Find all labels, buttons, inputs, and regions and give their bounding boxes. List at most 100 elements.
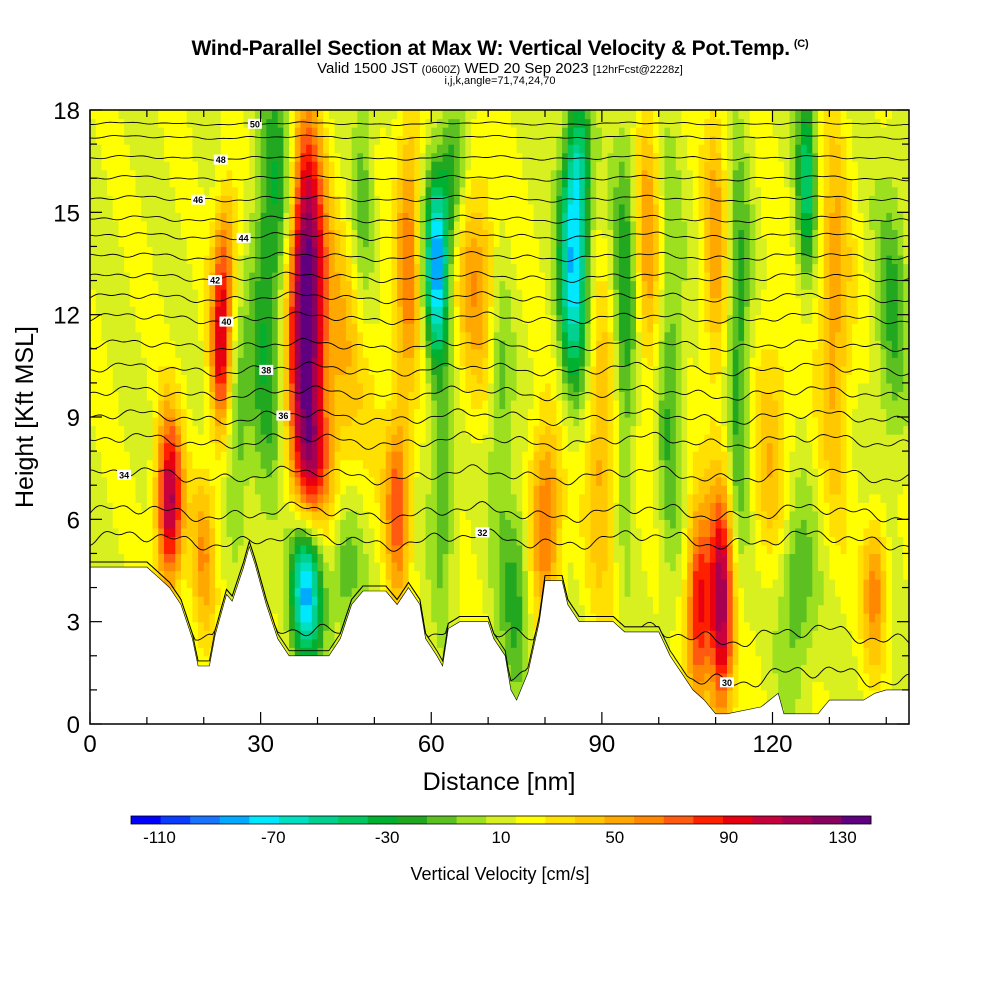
velocity-cell bbox=[698, 468, 705, 478]
velocity-cell bbox=[903, 468, 909, 478]
velocity-cell bbox=[721, 434, 728, 444]
velocity-cell bbox=[778, 689, 785, 700]
velocity-cell bbox=[300, 544, 307, 555]
velocity-cell bbox=[351, 451, 358, 461]
velocity-cell bbox=[249, 451, 256, 461]
velocity-cell bbox=[220, 485, 228, 495]
velocity-cell bbox=[755, 536, 762, 546]
velocity-cell bbox=[670, 630, 677, 640]
velocity-cell bbox=[687, 638, 694, 648]
velocity-cell bbox=[715, 442, 722, 452]
velocity-cell bbox=[709, 630, 717, 640]
velocity-cell bbox=[687, 596, 694, 606]
velocity-cell bbox=[522, 604, 529, 614]
velocity-cell bbox=[465, 434, 472, 444]
velocity-cell bbox=[300, 570, 307, 580]
velocity-cell bbox=[294, 647, 302, 657]
velocity-cell bbox=[584, 553, 592, 563]
velocity-cell bbox=[158, 527, 165, 537]
velocity-cell bbox=[812, 579, 819, 589]
velocity-cell bbox=[903, 638, 909, 648]
velocity-cell bbox=[368, 442, 375, 452]
velocity-cell bbox=[823, 510, 830, 520]
velocity-cell bbox=[499, 536, 506, 546]
velocity-cell bbox=[505, 587, 512, 597]
velocity-cell bbox=[425, 434, 432, 444]
velocity-cell bbox=[823, 689, 830, 700]
velocity-cell bbox=[306, 425, 313, 435]
velocity-cell bbox=[840, 604, 848, 614]
velocity-cell bbox=[112, 451, 120, 461]
velocity-cell bbox=[283, 442, 290, 452]
velocity-cell bbox=[744, 579, 751, 589]
velocity-cell bbox=[527, 638, 535, 648]
velocity-cell bbox=[897, 613, 904, 623]
velocity-cell bbox=[698, 604, 705, 614]
velocity-cell bbox=[727, 647, 734, 657]
velocity-cell bbox=[886, 451, 893, 461]
velocity-cell bbox=[436, 502, 444, 512]
velocity-cell bbox=[601, 596, 609, 606]
velocity-cell bbox=[670, 638, 677, 648]
velocity-cell bbox=[755, 638, 762, 648]
velocity-cell bbox=[835, 664, 842, 674]
velocity-cell bbox=[260, 519, 267, 529]
velocity-cell bbox=[357, 510, 364, 520]
velocity-cell bbox=[465, 596, 472, 606]
velocity-cell bbox=[806, 621, 813, 631]
velocity-cell bbox=[522, 502, 529, 512]
velocity-cell bbox=[505, 425, 512, 435]
velocity-cell bbox=[306, 476, 313, 486]
velocity-cell bbox=[670, 604, 677, 614]
velocity-cell bbox=[118, 434, 125, 444]
velocity-cell bbox=[607, 459, 614, 469]
velocity-cell bbox=[835, 596, 842, 606]
velocity-cell bbox=[613, 451, 620, 461]
velocity-cell bbox=[675, 493, 683, 503]
velocity-cell bbox=[738, 689, 745, 700]
velocity-cell bbox=[448, 485, 455, 495]
velocity-cell bbox=[192, 459, 199, 469]
velocity-cell bbox=[891, 672, 899, 682]
velocity-cell bbox=[749, 493, 757, 503]
velocity-cell bbox=[186, 468, 193, 478]
velocity-cell bbox=[778, 485, 785, 495]
velocity-cell bbox=[692, 451, 700, 461]
velocity-cell bbox=[846, 519, 853, 529]
velocity-cell bbox=[260, 553, 267, 563]
velocity-cell bbox=[630, 434, 637, 444]
velocity-cell bbox=[727, 638, 734, 648]
velocity-cell bbox=[425, 510, 432, 520]
velocity-cell bbox=[294, 519, 302, 529]
velocity-cell bbox=[721, 596, 728, 606]
velocity-cell bbox=[772, 596, 779, 606]
velocity-cell bbox=[499, 442, 506, 452]
velocity-cell bbox=[687, 485, 694, 495]
velocity-cell bbox=[317, 596, 324, 606]
velocity-cell bbox=[789, 561, 796, 572]
velocity-cell bbox=[653, 527, 660, 537]
velocity-cell bbox=[215, 451, 222, 461]
velocity-cell bbox=[380, 570, 387, 580]
velocity-cell bbox=[852, 536, 859, 546]
velocity-cell bbox=[556, 493, 563, 503]
velocity-cell bbox=[698, 442, 705, 452]
velocity-cell bbox=[516, 561, 523, 572]
velocity-cell bbox=[704, 468, 711, 478]
velocity-cell bbox=[795, 681, 802, 691]
velocity-cell bbox=[374, 485, 381, 495]
velocity-cell bbox=[522, 638, 529, 648]
velocity-cell bbox=[277, 596, 284, 606]
velocity-cell bbox=[618, 502, 626, 512]
velocity-cell bbox=[289, 476, 296, 486]
velocity-cell bbox=[192, 596, 199, 606]
velocity-cell bbox=[744, 485, 751, 495]
velocity-cell bbox=[761, 519, 768, 529]
velocity-cell bbox=[670, 561, 677, 572]
velocity-cell bbox=[641, 596, 648, 606]
velocity-cell bbox=[641, 485, 648, 495]
velocity-cell bbox=[698, 630, 705, 640]
velocity-cell bbox=[323, 510, 330, 520]
velocity-cell bbox=[408, 434, 415, 444]
velocity-cell bbox=[163, 442, 171, 452]
